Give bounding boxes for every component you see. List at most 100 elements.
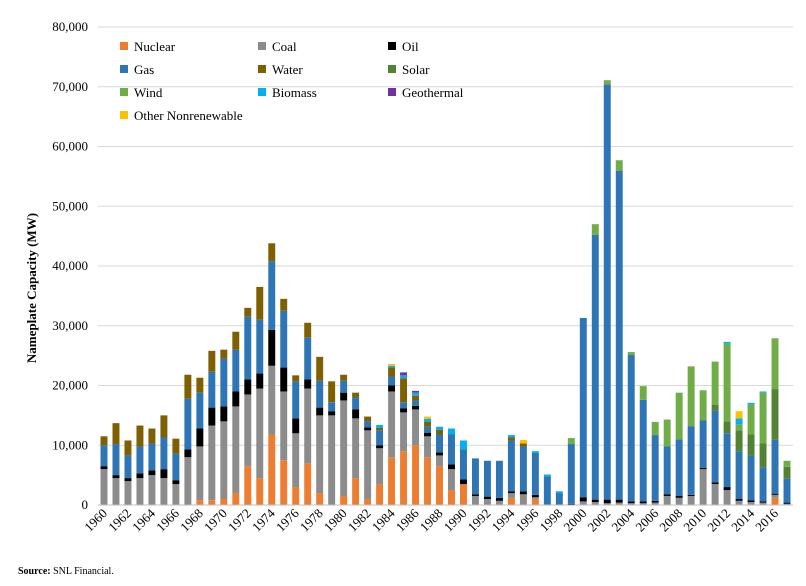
x-tick-label: 2002 <box>584 506 613 535</box>
x-tick-label: 1990 <box>441 506 470 535</box>
bar-segment <box>555 491 563 494</box>
legend-label: Wind <box>134 85 163 100</box>
bar-segment <box>400 408 408 413</box>
bar-segment <box>316 356 324 381</box>
bar-segment <box>711 361 719 405</box>
bar-segment <box>328 381 336 403</box>
legend-swatch <box>388 42 396 50</box>
y-tick-label: 50,000 <box>52 198 88 213</box>
bar-segment <box>400 378 408 403</box>
bar-segment <box>627 503 635 505</box>
legend-label: Biomass <box>272 85 317 100</box>
bar-segment <box>424 436 432 458</box>
bar-segment <box>567 503 575 505</box>
bar-segment <box>388 363 396 366</box>
legend-swatch <box>258 42 266 50</box>
bar-segment <box>771 497 779 505</box>
y-tick-label: 60,000 <box>52 139 88 154</box>
bar-segment <box>340 400 348 497</box>
bar-segment <box>519 491 527 495</box>
bar-segment <box>400 375 408 379</box>
y-axis-label: Nameplate Capacity (MW) <box>24 213 39 363</box>
bar-segment <box>304 463 312 505</box>
bar-segment <box>376 484 384 505</box>
x-tick-label: 2016 <box>752 505 781 534</box>
bar-segment <box>148 443 156 471</box>
bar-segment <box>615 502 623 505</box>
bar-segment <box>100 466 108 470</box>
bar-segment <box>436 426 443 430</box>
bar-segment <box>747 434 755 456</box>
bar-segment <box>244 316 252 380</box>
bar-segment <box>699 390 707 421</box>
bar-segment <box>280 367 288 392</box>
bar-segment <box>591 224 599 235</box>
bar-segment <box>340 392 348 401</box>
bar-segment <box>208 425 216 501</box>
bar-segment <box>699 420 707 468</box>
bar-segment <box>316 493 324 505</box>
bar-segment <box>268 329 276 366</box>
bar-segment <box>172 438 180 454</box>
x-tick-label: 1972 <box>225 506 254 535</box>
bar-segment <box>711 484 719 505</box>
bar-segment <box>747 455 755 501</box>
bar-segment <box>699 467 707 470</box>
y-axis-ticks: 0 10,000 20,000 30,000 40,000 50,000 60,000 70,… <box>52 19 88 512</box>
bar-segment <box>519 443 527 447</box>
bar-segment <box>352 418 360 479</box>
bar-segment <box>747 500 755 503</box>
bar-segment <box>459 449 467 480</box>
bar-segment <box>663 446 671 495</box>
bar-segment <box>412 405 420 410</box>
bar-segment <box>220 349 228 359</box>
bar-segment <box>412 395 420 401</box>
bar-segment <box>711 410 719 483</box>
legend-label: Solar <box>402 62 430 77</box>
bar-segment <box>519 439 527 444</box>
bar-segment <box>711 404 719 411</box>
source-text: SNL Financial. <box>50 566 114 577</box>
bar-segment <box>448 469 455 491</box>
bar-segment <box>232 406 240 494</box>
y-tick-label: 20,000 <box>52 378 88 393</box>
bar-segment <box>711 482 719 485</box>
legend-label: Geothermal <box>402 85 464 100</box>
x-axis: 1960196219641966196819701972197419761978… <box>81 504 793 535</box>
bar-segment <box>579 501 587 505</box>
bar-segment <box>519 494 527 505</box>
bar-segment <box>316 407 324 416</box>
bar-segment <box>424 421 432 427</box>
bar-segment <box>136 478 144 505</box>
bar-segment <box>495 497 503 501</box>
bar-segment <box>471 458 479 495</box>
bar-segment <box>340 374 348 381</box>
y-tick-label: 30,000 <box>52 318 88 333</box>
bar-segment <box>735 424 743 431</box>
bar-segment <box>280 310 288 368</box>
legend-label: Gas <box>134 62 154 77</box>
x-tick-label: 2000 <box>560 506 589 535</box>
bar-segment <box>400 412 408 452</box>
source-note: Source: SNL Financial. <box>18 566 114 577</box>
bar-segment <box>519 446 527 492</box>
source-label: Source: <box>18 566 51 577</box>
bar-segment <box>412 409 420 446</box>
x-tick-label: 1980 <box>321 506 350 535</box>
x-tick-label: 1984 <box>369 505 398 534</box>
bar-segment <box>567 444 575 504</box>
bar-segment <box>196 428 204 447</box>
bar-segment <box>112 423 120 445</box>
bar-segment <box>208 500 216 505</box>
bar-segment <box>364 499 372 505</box>
bar-segment <box>244 466 252 505</box>
bar-segment <box>124 478 132 482</box>
bar-segment <box>304 322 312 338</box>
bar-segment <box>376 448 384 485</box>
bar-segment <box>220 421 228 500</box>
bar-segment <box>471 494 479 497</box>
bar-segment <box>124 455 132 479</box>
bar-segment <box>639 503 647 505</box>
bar-segment <box>268 365 276 435</box>
bar-segment <box>639 501 647 504</box>
